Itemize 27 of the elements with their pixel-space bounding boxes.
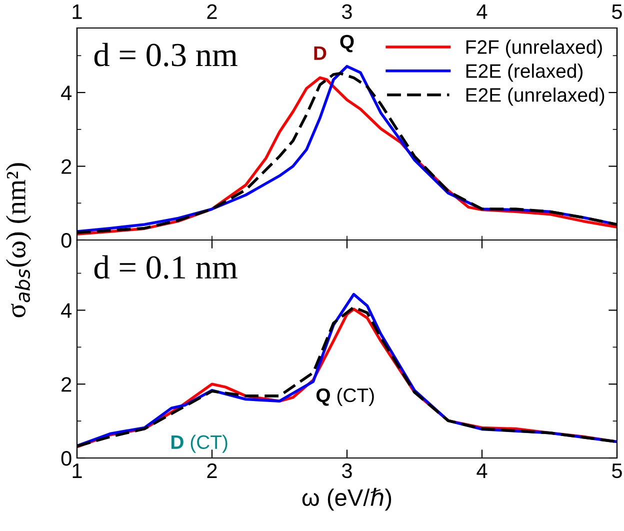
x-axis-title: ω (eV/ℏ) [302, 488, 392, 511]
y-tick-label: 0 [61, 451, 72, 466]
legend-label: E2E (unrelaxed) [466, 88, 604, 106]
y-tick-label: 4 [61, 303, 72, 318]
x2-tick-label: 5 [612, 4, 622, 20]
annotation: d = 0.1 nm [94, 255, 238, 279]
y-tick-label: 2 [62, 159, 72, 174]
x2-tick-label: 3 [342, 4, 352, 20]
legend-label: E2E (relaxed) [466, 64, 583, 82]
x-tick-label: 3 [342, 463, 352, 478]
x2-tick-label: 1 [72, 4, 82, 19]
annotation: Q (CT) [316, 388, 374, 406]
annotation: D [314, 46, 326, 60]
x-tick-label: 5 [612, 464, 622, 478]
y-tick-label: 4 [61, 86, 72, 100]
y-tick-label: 0 [61, 233, 72, 248]
x-tick-label: 4 [476, 464, 488, 478]
x2-tick-label: 2 [207, 4, 217, 19]
annotation: Q [340, 34, 354, 52]
annotation: d = 0.3 nm [94, 42, 238, 66]
x-tick-label: 1 [72, 464, 82, 478]
x-tick-label: 2 [207, 463, 217, 478]
annotation: D (CT) [171, 434, 228, 453]
y-tick-label: 2 [62, 377, 72, 392]
legend-label: F2F (unrelaxed) [466, 40, 602, 58]
y-axis-title: σ$_{abs}$(ω) (nm²) [6, 163, 32, 318]
x2-tick-label: 4 [476, 4, 488, 19]
